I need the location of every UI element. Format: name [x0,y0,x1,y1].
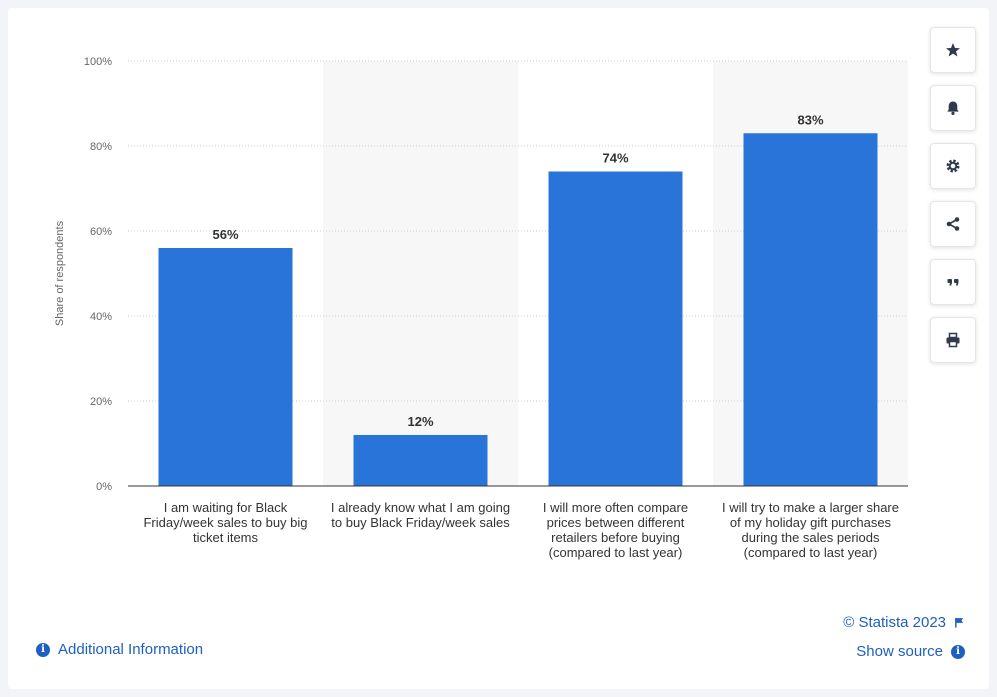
info-icon: i [36,642,50,657]
category-label-2: I already know what I am going to buy Bl… [330,500,511,530]
additional-information-link[interactable]: i Additional Information [36,641,203,658]
favorite-button[interactable] [930,27,976,73]
show-source-label: Show source [856,643,943,660]
bars [158,133,878,487]
share-icon [946,217,960,231]
settings-button[interactable] [930,143,976,189]
category-label-1: I am waiting for Black Friday/week sales… [143,500,308,545]
value-label-1: 56% [212,227,238,242]
value-label-2: 12% [407,414,433,429]
y-axis-ticks: 0% 20% 40% 60% 80% 100% [84,56,112,493]
y-tick-label: 100% [84,56,112,68]
notification-button[interactable] [930,85,976,131]
share-button[interactable] [930,201,976,247]
flag-icon [955,617,964,628]
value-label-3: 74% [602,151,628,166]
star-icon [946,43,960,57]
copyright-text: © Statista 2023 [843,614,946,631]
source-info-icon: i [951,644,965,659]
copyright-link[interactable]: © Statista 2023 [843,614,965,631]
side-toolbar [930,27,978,375]
additional-information-label: Additional Information [58,641,204,658]
y-tick-label: 20% [90,396,112,408]
category-label-4: I will try to make a larger share of my … [721,500,899,560]
value-label-4: 83% [797,112,823,127]
cite-button[interactable] [930,259,976,305]
y-axis-label: Share of respondents [54,220,66,326]
y-tick-label: 60% [90,226,112,238]
y-tick-label: 40% [90,311,112,323]
bell-icon [947,101,959,115]
quote-icon [947,279,959,286]
value-labels: 56% 12% 74% 83% [212,112,823,429]
category-label-3: I will more often compare prices between… [542,500,689,560]
bar-3[interactable] [548,171,683,487]
bar-2[interactable] [353,435,488,486]
y-tick-label: 0% [96,481,112,493]
gear-icon [946,159,960,173]
show-source-link[interactable]: Show source i [856,643,965,660]
y-tick-label: 80% [90,141,112,153]
print-icon [946,332,960,348]
bar-1[interactable] [158,248,293,486]
band-2 [323,61,518,486]
bar-4[interactable] [743,133,878,486]
print-button[interactable] [930,317,976,363]
